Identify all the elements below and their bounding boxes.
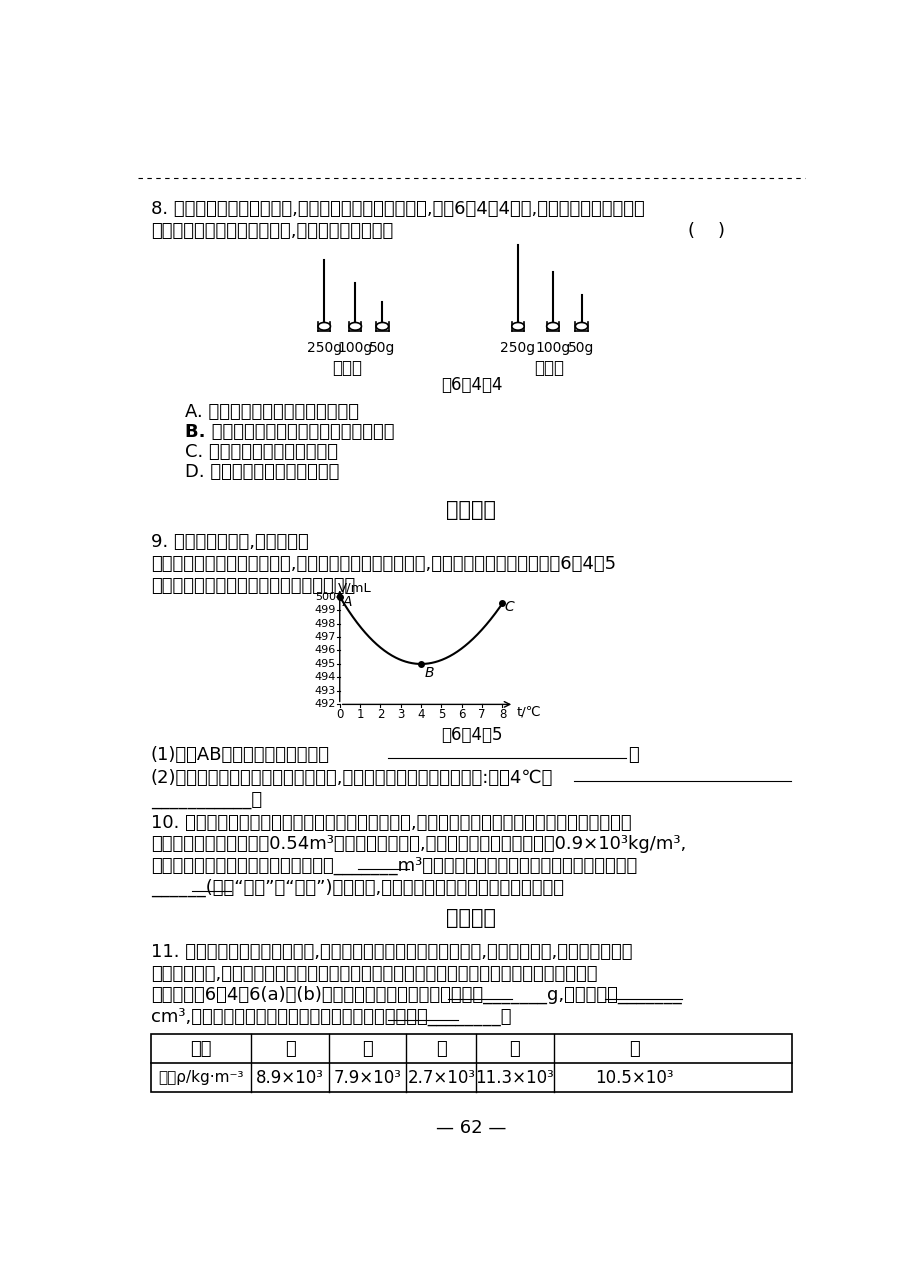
Text: 492: 492 xyxy=(314,700,335,709)
Text: V/mL: V/mL xyxy=(338,581,371,594)
Ellipse shape xyxy=(318,323,330,331)
Text: 11.3×10³: 11.3×10³ xyxy=(475,1069,553,1087)
Text: 8.9×10³: 8.9×10³ xyxy=(255,1069,323,1087)
Text: D. 米酒的密度大于酱油的密度: D. 米酒的密度大于酱油的密度 xyxy=(185,463,339,481)
Text: 1: 1 xyxy=(356,708,363,722)
Text: 银: 银 xyxy=(629,1040,639,1058)
Text: 4: 4 xyxy=(417,708,425,722)
Text: 铝: 铝 xyxy=(436,1040,446,1058)
Text: 小华首先算出了水全部结成冰的体积是_______m³。接着通过观察又发现水缸里的水总是首先从: 小华首先算出了水全部结成冰的体积是_______m³。接着通过观察又发现水缸里的… xyxy=(151,856,636,876)
Text: 有水的量筒内,测出金属块的体积。天平平衡时右盘中的砂码和游码的示数以及量筒中水面先后: 有水的量筒内,测出金属块的体积。天平平衡时右盘中的砂码和游码的示数以及量筒中水面… xyxy=(151,964,596,982)
Text: — 62 —: — 62 — xyxy=(436,1119,506,1137)
Text: 甲系列: 甲系列 xyxy=(332,359,362,377)
Text: 问题。她找到一个容积为0.54m³的水缸并盛满了水,在密度表上查出冰的密度是0.9×10³kg/m³,: 问题。她找到一个容积为0.54m³的水缸并盛满了水,在密度表上查出冰的密度是0.… xyxy=(151,836,686,854)
Text: 金属: 金属 xyxy=(190,1040,211,1058)
Ellipse shape xyxy=(511,323,524,331)
Text: C. 米酒的密度小于酱油的密度: C. 米酒的密度小于酱油的密度 xyxy=(185,442,337,460)
Text: 7.9×10³: 7.9×10³ xyxy=(334,1069,402,1087)
Text: 乙系列: 乙系列 xyxy=(533,359,563,377)
Text: 6: 6 xyxy=(458,708,465,722)
Ellipse shape xyxy=(574,323,587,331)
Ellipse shape xyxy=(348,323,361,331)
Text: 的位置如图6－4－6(a)和(b)所示。则该金属块质量的测量值是_______g,它的体积是_______: 的位置如图6－4－6(a)和(b)所示。则该金属块质量的测量值是_______g… xyxy=(151,986,681,1005)
Ellipse shape xyxy=(376,323,388,331)
Text: 250g: 250g xyxy=(306,341,342,355)
Text: ______(选填“水面”或“水底”)开始凝固,她终于明白了宋天水缸会破裂的原因。: ______(选填“水面”或“水底”)开始凝固,她终于明白了宋天水缸会破裂的原因… xyxy=(151,878,563,896)
Text: 铅: 铅 xyxy=(509,1040,520,1058)
Text: 图6－4－4: 图6－4－4 xyxy=(440,376,502,394)
Text: 250g: 250g xyxy=(500,341,535,355)
Text: 2: 2 xyxy=(376,708,384,722)
Text: 500: 500 xyxy=(314,591,335,601)
Ellipse shape xyxy=(546,323,559,331)
Text: (2)以上现象揭示了水的反常膨胀规律,由此可以进一步得出的推论是:水在4℃时: (2)以上现象揭示了水的反常膨胀规律,由此可以进一步得出的推论是:水在4℃时 xyxy=(151,769,552,787)
Text: 发散思维: 发散思维 xyxy=(446,908,496,928)
Text: 10. 小华听说宋天最冷的时候放在室外的水缸会破裂,这是怎么回事呢？小华决心用实验来探究这个: 10. 小华听说宋天最冷的时候放在室外的水缸会破裂,这是怎么回事呢？小华决心用实… xyxy=(151,814,630,832)
Text: 8: 8 xyxy=(498,708,505,722)
Text: 499: 499 xyxy=(314,605,335,615)
Text: 拓展提高: 拓展提高 xyxy=(446,500,496,519)
Text: 铜: 铜 xyxy=(285,1040,295,1058)
Text: 8. 小英去小店买米酒和酱油,店主用竹筒状的容器来量取,如图6－4－4所示,但量取相同质量的米酒: 8. 小英去小店买米酒和酱油,店主用竹筒状的容器来量取,如图6－4－4所示,但量… xyxy=(151,200,643,218)
Text: 3: 3 xyxy=(397,708,404,722)
Text: 498: 498 xyxy=(314,618,335,628)
Text: 493: 493 xyxy=(314,686,335,696)
Text: 5: 5 xyxy=(437,708,445,722)
Text: 图6－4－5: 图6－4－5 xyxy=(440,726,502,744)
Text: 和酱油所用的容器是不一样的,下面说法不正确的是: 和酱油所用的容器是不一样的,下面说法不正确的是 xyxy=(151,222,392,240)
Text: 某同学利用一定质量的水,研究水的体积和温度的关系,并根据实验数据作出了如图6－4－5: 某同学利用一定质量的水,研究水的体积和温度的关系,并根据实验数据作出了如图6－4… xyxy=(151,555,615,573)
Text: 铁: 铁 xyxy=(362,1040,372,1058)
Text: 10.5×10³: 10.5×10³ xyxy=(595,1069,673,1087)
Text: 11. 为鉴别某金属块的材料种类,先将该金属块放在已调好的天平上,测出它的质量,然后将它放进盛: 11. 为鉴别某金属块的材料种类,先将该金属块放在已调好的天平上,测出它的质量,… xyxy=(151,944,631,962)
Text: 496: 496 xyxy=(314,646,335,655)
Text: 密度ρ/kg·m⁻³: 密度ρ/kg·m⁻³ xyxy=(158,1070,244,1086)
Text: cm³,算出它的密度后查下表可知该金属块的材料可能是________。: cm³,算出它的密度后查下表可知该金属块的材料可能是________。 xyxy=(151,1008,511,1026)
Text: t/℃: t/℃ xyxy=(516,706,540,719)
Text: 497: 497 xyxy=(314,632,335,642)
Text: A: A xyxy=(343,595,352,609)
Text: 2.7×10³: 2.7×10³ xyxy=(407,1069,475,1087)
Text: 50g: 50g xyxy=(568,341,594,355)
Text: 0: 0 xyxy=(335,708,343,722)
Text: 50g: 50g xyxy=(369,341,395,355)
Text: B. 质量相同的米酒的体积大于酱油的体积: B. 质量相同的米酒的体积大于酱油的体积 xyxy=(185,423,394,441)
Text: (    ): ( ) xyxy=(687,222,725,240)
Text: 7: 7 xyxy=(478,708,485,722)
Text: 9. 阅读下面的短文,回答问题：: 9. 阅读下面的短文,回答问题： xyxy=(151,533,308,551)
Bar xyxy=(151,1035,791,1092)
Text: 。: 。 xyxy=(628,746,638,764)
Text: 494: 494 xyxy=(314,673,335,682)
Text: ___________。: ___________。 xyxy=(151,791,262,809)
Text: 100g: 100g xyxy=(535,341,570,355)
Text: 100g: 100g xyxy=(337,341,372,355)
Text: C: C xyxy=(505,600,514,614)
Text: 495: 495 xyxy=(314,659,335,669)
Text: (1)图中AB段反映的物理现象是：: (1)图中AB段反映的物理现象是： xyxy=(151,746,329,764)
Text: A. 图乙系列是量取米酒的容器系列: A. 图乙系列是量取米酒的容器系列 xyxy=(185,403,358,420)
Text: 所示的图像。请根据此图像回答以下问题：: 所示的图像。请根据此图像回答以下问题： xyxy=(151,577,355,595)
Text: B: B xyxy=(424,665,433,679)
